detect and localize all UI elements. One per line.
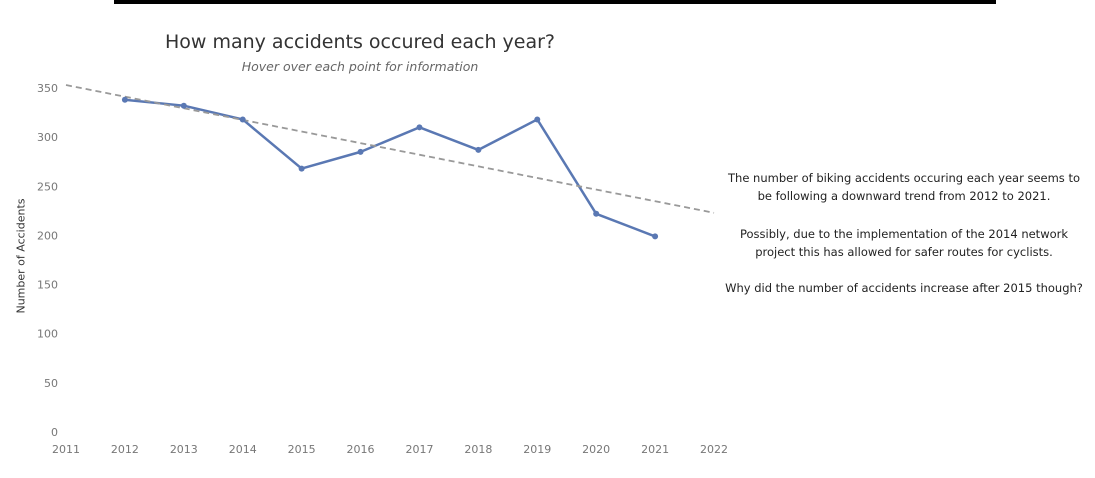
x-tick-label-2013: 2013	[170, 443, 198, 456]
x-tick-label-2019: 2019	[523, 443, 551, 456]
x-tick-label-2014: 2014	[229, 443, 257, 456]
data-point-2019[interactable]	[534, 116, 541, 123]
data-point-2016[interactable]	[357, 148, 364, 155]
x-tick-label-2012: 2012	[111, 443, 139, 456]
data-point-2021[interactable]	[652, 233, 659, 240]
chart-subtitle: Hover over each point for information	[241, 59, 479, 74]
data-point-2013[interactable]	[180, 102, 187, 109]
annotation-network-project: Possibly, due to the implementation of t…	[739, 227, 1069, 259]
y-tick-label-350: 350	[37, 82, 58, 95]
y-tick-label-250: 250	[37, 180, 58, 193]
x-tick-label-2022: 2022	[700, 443, 728, 456]
x-tick-label-2015: 2015	[288, 443, 316, 456]
x-axis-ticks: 2011 2012 2013 2014 2015 2016 2017 2018 2019 2020…	[52, 443, 728, 456]
x-tick-label-2021: 2021	[641, 443, 669, 456]
data-point-2015[interactable]	[298, 165, 305, 172]
y-tick-label-300: 300	[37, 131, 58, 144]
x-tick-label-2020: 2020	[582, 443, 610, 456]
x-tick-label-2018: 2018	[464, 443, 492, 456]
series-line-accidents	[123, 98, 657, 238]
data-point-2020[interactable]	[593, 210, 600, 217]
data-point-2014[interactable]	[239, 116, 246, 123]
y-tick-label-100: 100	[37, 328, 58, 341]
trend-line	[65, 84, 715, 214]
x-tick-label-2017: 2017	[405, 443, 433, 456]
x-tick-label-2011: 2011	[52, 443, 80, 456]
annotation-trend: The number of biking accidents occuring …	[728, 171, 1080, 203]
y-tick-label-200: 200	[37, 229, 58, 242]
data-point-2017[interactable]	[416, 124, 423, 131]
y-tick-label-0: 0	[51, 426, 58, 439]
x-tick-label-2016: 2016	[347, 443, 375, 456]
y-axis-ticks: 0 50 100 150 200 250 300 350	[37, 82, 58, 439]
top-border-bar	[114, 0, 996, 4]
data-point-2018[interactable]	[475, 146, 482, 153]
data-point-2012[interactable]	[121, 96, 128, 103]
annotation-question: Why did the number of accidents increase…	[725, 281, 1083, 295]
y-tick-label-150: 150	[37, 279, 58, 292]
chart-title: How many accidents occured each year?	[164, 31, 556, 53]
series-layer	[65, 84, 715, 240]
y-tick-label-50: 50	[44, 377, 58, 390]
